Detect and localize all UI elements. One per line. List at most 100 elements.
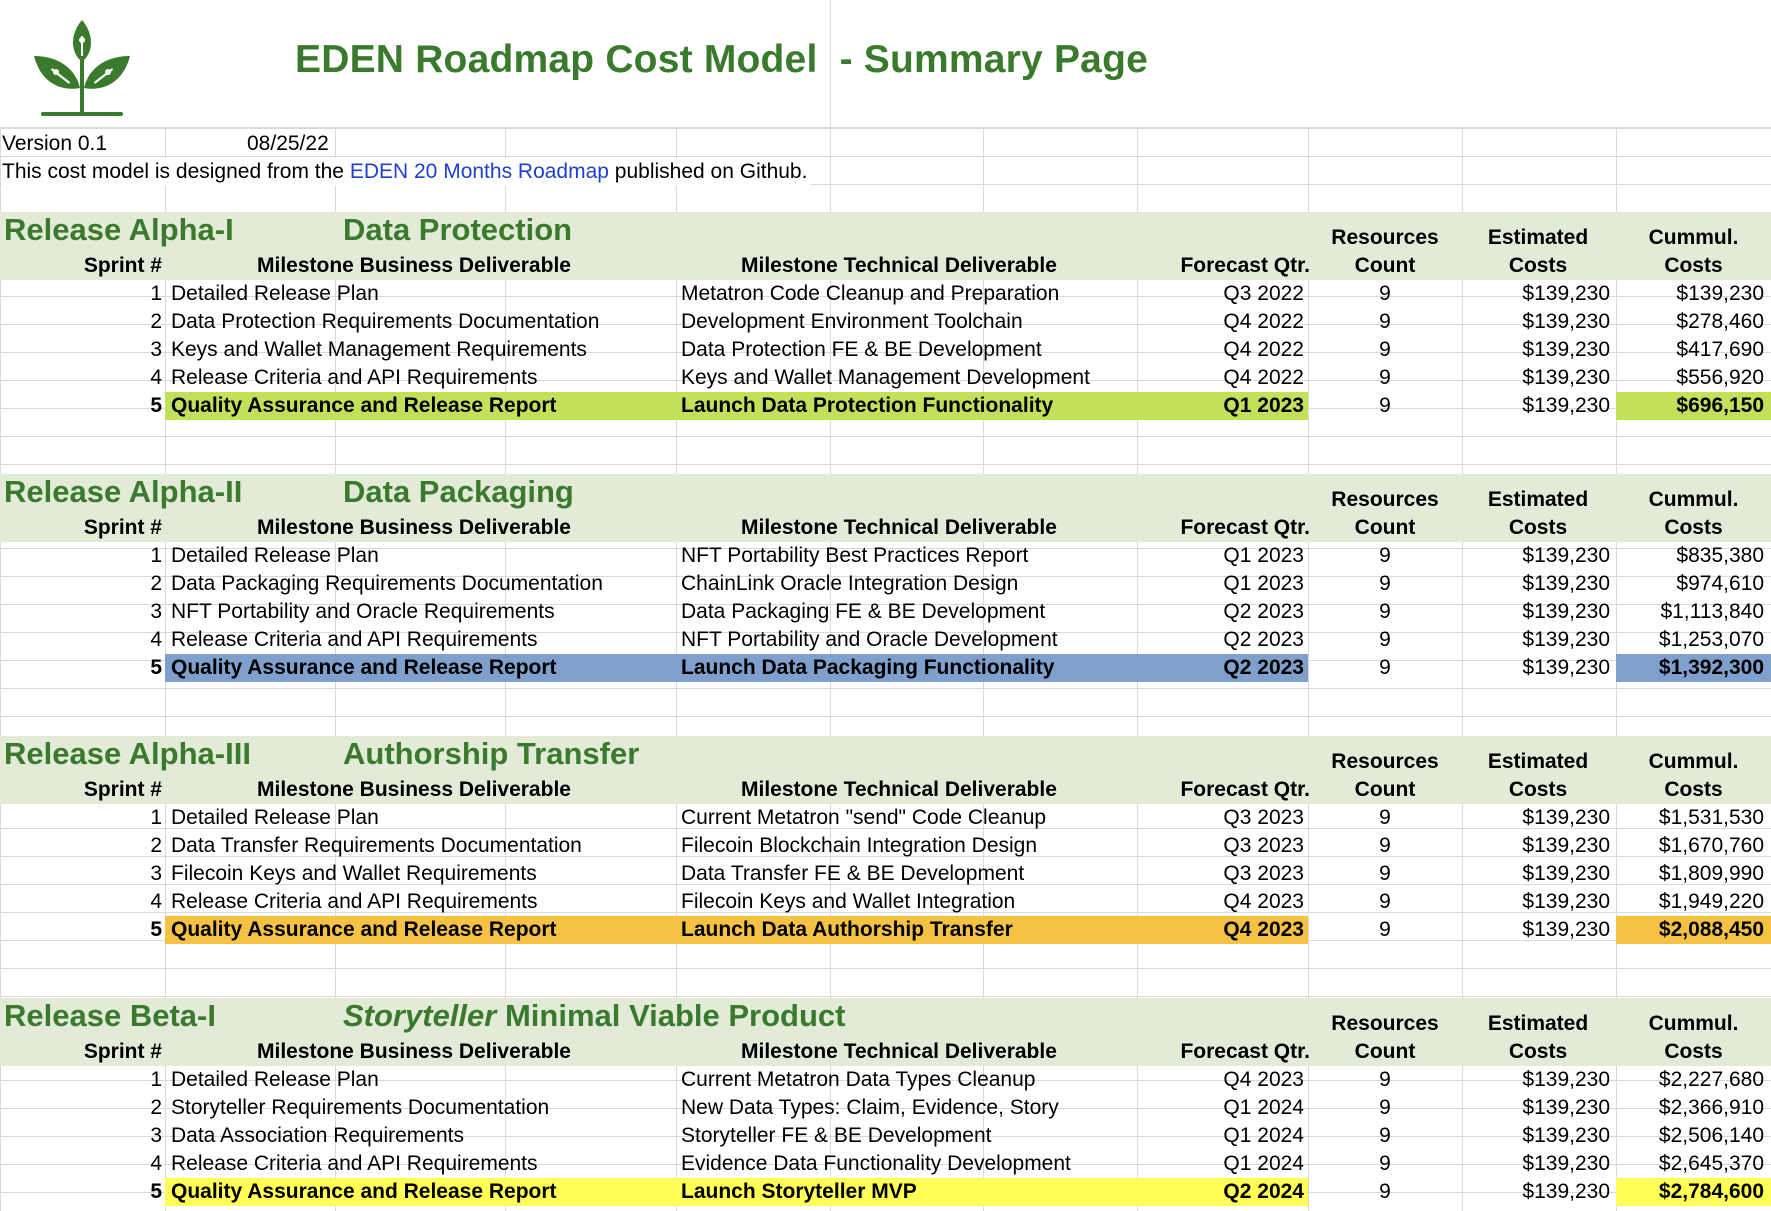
table-row[interactable]: 3 Filecoin Keys and Wallet Requirements Da… bbox=[0, 860, 1771, 888]
forecast-quarter: Q4 2023 bbox=[1223, 1068, 1304, 1091]
table-row[interactable]: 5 Quality Assurance and Release Report Lau… bbox=[0, 392, 1771, 420]
technical-deliverable: Storyteller FE & BE Development bbox=[681, 1124, 992, 1147]
estimated-cost: $139,230 bbox=[1522, 544, 1610, 567]
section-header-band bbox=[0, 474, 1771, 542]
col-header-business: Milestone Business Deliverable bbox=[257, 1040, 571, 1063]
sprint-number: 4 bbox=[150, 1152, 162, 1175]
col-header-business: Milestone Business Deliverable bbox=[257, 516, 571, 539]
table-row[interactable]: 5 Quality Assurance and Release Report Lau… bbox=[0, 916, 1771, 944]
table-row[interactable]: 1 Detailed Release Plan NFT Portability Be… bbox=[0, 542, 1771, 570]
cumulative-cost: $1,670,760 bbox=[1658, 834, 1764, 857]
cumulative-cost: $1,809,990 bbox=[1658, 862, 1764, 885]
sprint-number: 4 bbox=[150, 628, 162, 651]
col-header-technical: Milestone Technical Deliverable bbox=[741, 516, 1057, 539]
resource-count: 9 bbox=[1379, 544, 1391, 567]
business-deliverable: Quality Assurance and Release Report bbox=[171, 918, 557, 941]
business-deliverable: Filecoin Keys and Wallet Requirements bbox=[171, 862, 537, 885]
technical-deliverable: Current Metatron "send" Code Cleanup bbox=[681, 806, 1047, 829]
col-header-forecast: Forecast Qtr. bbox=[1180, 516, 1310, 539]
table-row[interactable]: 2 Data Packaging Requirements Documentati… bbox=[0, 570, 1771, 598]
table-row[interactable]: 5 Quality Assurance and Release Report Lau… bbox=[0, 1178, 1771, 1206]
technical-deliverable: Filecoin Blockchain Integration Design bbox=[681, 834, 1038, 857]
table-row[interactable]: 5 Quality Assurance and Release Report Lau… bbox=[0, 654, 1771, 682]
release-name: Release Alpha-I bbox=[4, 212, 234, 247]
release-title: Storyteller Minimal Viable Product bbox=[343, 998, 846, 1033]
sprint-number: 3 bbox=[150, 338, 162, 361]
col-header-sprint: Sprint # bbox=[83, 1040, 162, 1063]
business-deliverable: Quality Assurance and Release Report bbox=[171, 656, 557, 679]
page-title: EDEN Roadmap Cost Model - Summary Page bbox=[295, 38, 1148, 81]
business-deliverable: Detailed Release Plan bbox=[171, 1068, 379, 1091]
col-header-sprint: Sprint # bbox=[83, 516, 162, 539]
sprint-number: 5 bbox=[150, 656, 162, 679]
row-highlight bbox=[165, 1178, 1308, 1206]
resource-count: 9 bbox=[1379, 310, 1391, 333]
grid-line bbox=[335, 0, 336, 1211]
col-header-resources: Resources Count bbox=[1331, 750, 1439, 801]
grid-line bbox=[1137, 0, 1138, 1211]
sprint-number: 2 bbox=[150, 834, 162, 857]
sprint-number: 2 bbox=[150, 572, 162, 595]
table-row[interactable]: 3 Data Association Requirements Storytelle… bbox=[0, 1122, 1771, 1150]
cumulative-cost: $556,920 bbox=[1676, 366, 1764, 389]
resource-count: 9 bbox=[1379, 1096, 1391, 1119]
grid-line bbox=[1462, 0, 1463, 1211]
sprint-number: 5 bbox=[150, 1180, 162, 1203]
estimated-cost: $139,230 bbox=[1522, 1068, 1610, 1091]
business-deliverable: Detailed Release Plan bbox=[171, 282, 379, 305]
sprout-leaf-logo-icon bbox=[34, 20, 130, 116]
table-row[interactable]: 1 Detailed Release Plan Current Metatron "… bbox=[0, 804, 1771, 832]
table-row[interactable]: 1 Detailed Release Plan Current Metatron D… bbox=[0, 1066, 1771, 1094]
row-highlight bbox=[165, 654, 1308, 682]
table-row[interactable]: 2 Storyteller Requirements Documentation N… bbox=[0, 1094, 1771, 1122]
forecast-quarter: Q2 2023 bbox=[1223, 656, 1304, 679]
forecast-quarter: Q4 2022 bbox=[1223, 366, 1304, 389]
col-header-forecast: Forecast Qtr. bbox=[1180, 1040, 1310, 1063]
resource-count: 9 bbox=[1379, 600, 1391, 623]
resource-count: 9 bbox=[1379, 628, 1391, 651]
roadmap-link[interactable]: EDEN 20 Months Roadmap bbox=[349, 160, 609, 183]
cumulative-cost: $974,610 bbox=[1676, 572, 1764, 595]
resource-count: 9 bbox=[1379, 282, 1391, 305]
table-row[interactable]: 2 Data Protection Requirements Documentat… bbox=[0, 308, 1771, 336]
table-row[interactable]: 4 Release Criteria and API Requirements NF… bbox=[0, 626, 1771, 654]
table-row[interactable]: 4 Release Criteria and API Requirements Ke… bbox=[0, 364, 1771, 392]
table-row[interactable]: 4 Release Criteria and API Requirements Ev… bbox=[0, 1150, 1771, 1178]
cumulative-cost: $417,690 bbox=[1676, 338, 1764, 361]
table-row[interactable]: 2 Data Transfer Requirements Documentatio… bbox=[0, 832, 1771, 860]
col-header-cummul: Cummul. Costs bbox=[1648, 1012, 1739, 1063]
table-row[interactable]: 3 Keys and Wallet Management Requirements… bbox=[0, 336, 1771, 364]
col-header-estimated: Estimated Costs bbox=[1487, 1012, 1589, 1063]
forecast-quarter: Q3 2022 bbox=[1223, 282, 1304, 305]
sprint-number: 3 bbox=[150, 600, 162, 623]
header-area bbox=[0, 0, 1771, 128]
technical-deliverable: Launch Data Protection Functionality bbox=[681, 394, 1054, 417]
technical-deliverable: Launch Data Authorship Transfer bbox=[681, 918, 1013, 941]
cumulative-cost: $2,645,370 bbox=[1658, 1152, 1764, 1175]
estimated-cost: $139,230 bbox=[1522, 806, 1610, 829]
col-header-forecast: Forecast Qtr. bbox=[1180, 778, 1310, 801]
table-row[interactable]: 1 Detailed Release Plan Metatron Code Clea… bbox=[0, 280, 1771, 308]
estimated-cost: $139,230 bbox=[1522, 1180, 1610, 1203]
col-header-estimated: Estimated Costs bbox=[1487, 488, 1589, 539]
col-header-technical: Milestone Technical Deliverable bbox=[741, 254, 1057, 277]
release-name: Release Alpha-II bbox=[4, 474, 243, 509]
business-deliverable: Data Packaging Requirements Documentatio… bbox=[171, 572, 603, 595]
forecast-quarter: Q1 2024 bbox=[1223, 1152, 1304, 1175]
technical-deliverable: Metatron Code Cleanup and Preparation bbox=[681, 282, 1060, 305]
technical-deliverable: Current Metatron Data Types Cleanup bbox=[681, 1068, 1036, 1091]
estimated-cost: $139,230 bbox=[1522, 572, 1610, 595]
table-row[interactable]: 4 Release Criteria and API Requirements Fi… bbox=[0, 888, 1771, 916]
business-deliverable: Quality Assurance and Release Report bbox=[171, 394, 557, 417]
sprint-number: 1 bbox=[150, 806, 162, 829]
estimated-cost: $139,230 bbox=[1522, 600, 1610, 623]
cum-highlight bbox=[1616, 1178, 1771, 1206]
sprint-number: 1 bbox=[150, 1068, 162, 1091]
col-header-business: Milestone Business Deliverable bbox=[257, 778, 571, 801]
forecast-quarter: Q2 2023 bbox=[1223, 628, 1304, 651]
resource-count: 9 bbox=[1379, 834, 1391, 857]
table-row[interactable]: 3 NFT Portability and Oracle Requirements… bbox=[0, 598, 1771, 626]
grid-line bbox=[1616, 0, 1617, 1211]
business-deliverable: Keys and Wallet Management Requirements bbox=[171, 338, 587, 361]
